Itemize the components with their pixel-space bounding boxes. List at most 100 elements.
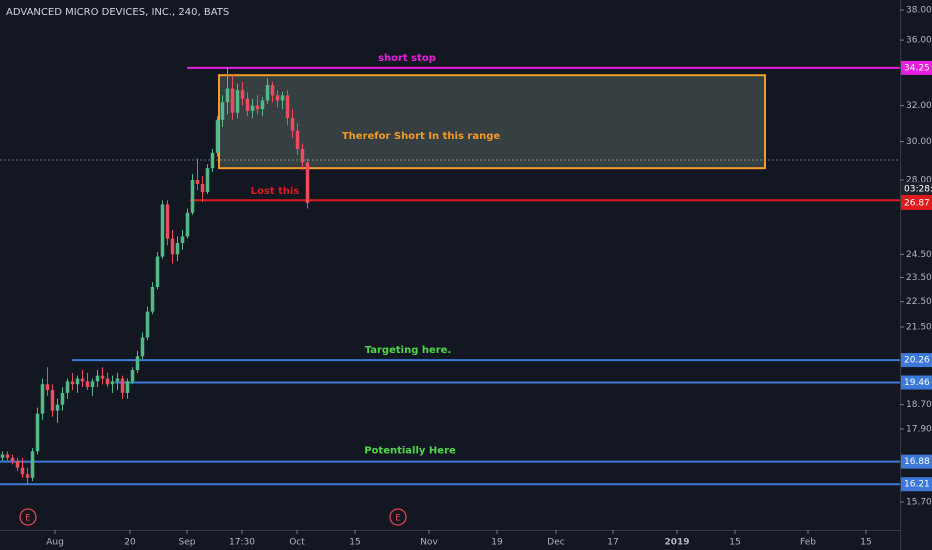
candle-body xyxy=(140,337,145,357)
earnings-marker xyxy=(389,508,407,526)
candle-body xyxy=(195,179,200,184)
y-tick-label: 24.50 xyxy=(906,250,932,260)
candle-body xyxy=(265,85,270,101)
x-tick-label: 15 xyxy=(860,538,871,548)
candle-body xyxy=(50,389,55,411)
candle-body xyxy=(290,117,295,131)
candle-body xyxy=(75,378,80,385)
candle-body xyxy=(240,90,245,99)
candle-body xyxy=(255,105,260,110)
candle-body xyxy=(15,461,20,468)
candle-body xyxy=(175,243,180,255)
x-tick-label: Aug xyxy=(46,538,64,548)
candle-body xyxy=(160,204,165,257)
countdown-box xyxy=(901,181,932,195)
price-tag-label: 26.87 xyxy=(904,198,930,208)
level-label: Targeting here. xyxy=(365,345,452,356)
candle-body xyxy=(10,457,15,462)
candle-body xyxy=(285,95,290,118)
y-tick-label: 38.00 xyxy=(906,6,932,16)
x-tick-label: 17 xyxy=(607,538,618,548)
price-tag xyxy=(901,353,932,368)
candle-body xyxy=(185,212,190,237)
x-tick-label: Oct xyxy=(289,538,305,548)
y-tick-label: 15.70 xyxy=(906,498,932,508)
price-tag-label: 19.46 xyxy=(904,378,930,388)
y-tick-label: 32.00 xyxy=(906,101,932,111)
candle-body xyxy=(210,152,215,169)
y-tick-label: 21.50 xyxy=(906,323,932,333)
price-tag xyxy=(901,375,932,390)
x-tick-label: 20 xyxy=(124,538,136,548)
candle-body xyxy=(105,378,110,385)
range-box xyxy=(218,74,766,170)
candle-body xyxy=(280,95,285,101)
chart-title: ADVANCED MICRO DEVICES, INC., 240, BATS xyxy=(6,7,229,18)
candle-body xyxy=(70,381,75,385)
candle-body xyxy=(180,236,185,244)
candle-body xyxy=(205,168,210,193)
candle-body xyxy=(295,130,300,150)
candle-body xyxy=(20,467,25,475)
earnings-marker xyxy=(19,508,37,526)
candle-body xyxy=(165,204,170,239)
candle-body xyxy=(200,183,205,193)
x-tick-label: Nov xyxy=(420,538,438,548)
y-tick-label: 18.70 xyxy=(906,400,932,410)
candle-body xyxy=(80,378,85,382)
countdown: 03:28:1 xyxy=(904,184,932,194)
level-label: Lost this xyxy=(251,186,300,197)
candle-body xyxy=(90,381,95,388)
candle-body xyxy=(150,287,155,312)
x-tick-label: 2019 xyxy=(664,538,689,548)
candle-body xyxy=(45,384,50,390)
candle-body xyxy=(270,85,275,96)
candle-body xyxy=(300,149,305,163)
candle-body xyxy=(100,375,105,379)
candle-body xyxy=(5,454,10,458)
candle-body xyxy=(35,413,40,452)
price-tag-label: 16.88 xyxy=(904,457,930,467)
candle-body xyxy=(250,105,255,111)
x-tick-label: Feb xyxy=(800,538,816,548)
x-tick-label: 15 xyxy=(729,538,740,548)
x-tick-label: Sep xyxy=(179,538,196,548)
x-tick-label: 19 xyxy=(491,538,503,548)
candle-body xyxy=(65,381,70,393)
y-tick-label: 28.00 xyxy=(906,175,932,185)
level-label: short stop xyxy=(378,53,436,64)
candle-body xyxy=(95,375,100,382)
price-tag-label: 34.25 xyxy=(904,63,930,73)
earnings-label: E xyxy=(25,514,31,524)
candle-body xyxy=(235,90,240,113)
x-tick-label: 15 xyxy=(349,538,360,548)
level-label: Potentially Here xyxy=(364,446,456,457)
candle-body xyxy=(25,474,30,478)
x-tick-label: 17:30 xyxy=(229,538,255,548)
earnings-label: E xyxy=(395,514,401,524)
candle-body xyxy=(60,392,65,405)
candle-body xyxy=(305,162,310,203)
candle-body xyxy=(260,100,265,110)
y-tick-label: 23.50 xyxy=(906,273,932,283)
candle-body xyxy=(230,88,235,113)
candle-body xyxy=(215,119,220,153)
price-tag xyxy=(901,195,932,210)
candle-body xyxy=(115,378,120,382)
price-tag xyxy=(901,60,932,75)
candle-body xyxy=(220,102,225,120)
candle-body xyxy=(30,451,35,478)
y-tick-label: 17.90 xyxy=(906,425,932,435)
price-tag-label: 16.21 xyxy=(904,480,930,490)
candle-body xyxy=(110,381,115,385)
candle-body xyxy=(145,311,150,338)
candle-body xyxy=(245,98,250,111)
candle-body xyxy=(275,95,280,101)
price-tag xyxy=(901,477,932,492)
candle-body xyxy=(55,404,60,411)
candle-body xyxy=(40,384,45,414)
price-tag xyxy=(901,454,932,469)
range-box-label: Therefor Short In this range xyxy=(342,131,500,142)
